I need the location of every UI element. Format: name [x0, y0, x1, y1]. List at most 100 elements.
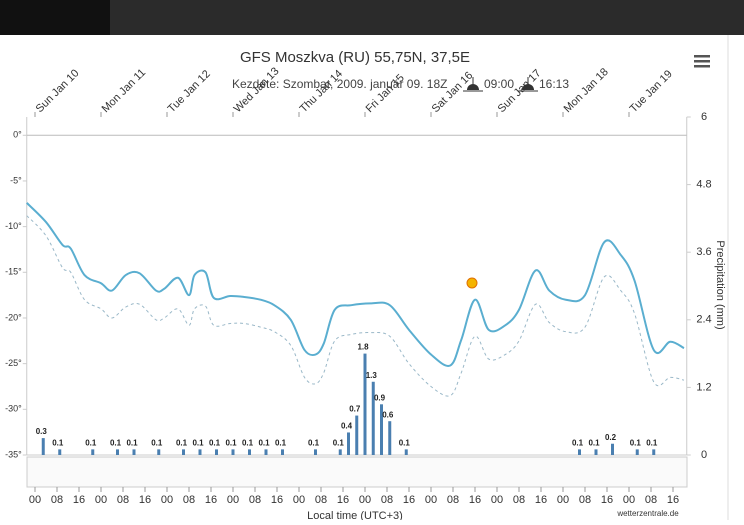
precip-label: 0.1: [209, 438, 221, 447]
precip-label: 0.1: [630, 438, 642, 447]
x-tick-label: 16: [73, 494, 85, 506]
precip-bar: [611, 443, 614, 455]
precip-label: 0.1: [572, 438, 584, 447]
precip-bar: [363, 353, 367, 455]
precip-bar: [264, 449, 268, 455]
x2-tick-label: Mon Jan 11: [100, 67, 149, 116]
precip-bar: [41, 438, 45, 455]
x-tick-label: 08: [645, 494, 657, 506]
precip-bar: [231, 449, 235, 455]
x-tick-label: 16: [205, 494, 217, 506]
y2-tick-label: 1.2: [696, 381, 711, 393]
precip-bar: [388, 421, 392, 455]
precip-bar: [58, 449, 62, 455]
precip-bar: [347, 432, 350, 455]
sunset-icon: [518, 77, 538, 92]
precip-label: 1.8: [357, 343, 369, 352]
x2-tick-label: Sun Jan 10: [34, 67, 82, 115]
x-tick-label: 00: [95, 494, 107, 506]
precip-bar: [652, 449, 656, 455]
x-tick-label: 00: [425, 494, 437, 506]
sun-icon: [466, 277, 478, 289]
x-tick-label: 08: [513, 494, 525, 506]
y2-tick-label: 6: [701, 111, 707, 123]
y2-tick-label: 0: [701, 449, 707, 461]
precip-label: 0.1: [110, 438, 122, 447]
precip-bar: [132, 449, 136, 455]
x-tick-label: 16: [667, 494, 679, 506]
y-tick-label: -5°: [10, 175, 22, 185]
precip-label: 1.3: [366, 371, 378, 380]
temperature-line: [26, 202, 685, 367]
precip-label: 0.1: [242, 438, 254, 447]
precip-label: 0.1: [399, 438, 411, 447]
x-tick-label: 00: [227, 494, 239, 506]
precip-bar: [404, 449, 408, 455]
precip-label: 0.1: [151, 438, 163, 447]
y2-tick-label: 3.6: [696, 246, 711, 258]
precip-bar: [116, 449, 119, 455]
precip-label: 0.1: [192, 438, 204, 447]
precip-label: 0.2: [605, 433, 617, 442]
precip-bar: [338, 449, 342, 455]
precip-label: 0.1: [646, 438, 658, 447]
precip-label: 0.1: [85, 438, 97, 447]
x-tick-label: 08: [381, 494, 393, 506]
chart-subtitle: Kezdete: Szombat, 2009. január 09. 18Z: [232, 77, 447, 91]
x-tick-label: 08: [51, 494, 63, 506]
precip-label: 0.7: [349, 405, 361, 414]
y-tick-label: 0°: [13, 130, 22, 140]
x-tick-label: 16: [403, 494, 415, 506]
x-tick-label: 16: [535, 494, 547, 506]
x2-tick-label: Tue Jan 19: [628, 68, 675, 115]
x-tick-label: 00: [623, 494, 635, 506]
chart-title: GFS Moszkva (RU) 55,75N, 37,5E: [240, 49, 470, 66]
precip-bar: [635, 449, 639, 455]
y-tick-label: -15°: [5, 267, 22, 277]
x-tick-label: 16: [139, 494, 151, 506]
precip-label: 0.1: [588, 438, 600, 447]
menu-icon[interactable]: [694, 55, 710, 68]
precip-bar: [355, 415, 359, 455]
precip-label: 0.1: [176, 438, 188, 447]
y-tick-label: -35°: [5, 449, 22, 459]
nav-logo: [0, 0, 110, 35]
x-tick-label: 00: [161, 494, 173, 506]
precip-bar: [314, 449, 317, 455]
x-tick-label: 16: [337, 494, 349, 506]
precip-bar: [594, 449, 598, 455]
precip-bar: [198, 449, 202, 455]
x-tick-label: 08: [315, 494, 327, 506]
precip-label: 0.1: [333, 438, 345, 447]
precip-label: 0.1: [258, 438, 270, 447]
credit: wetterzentrale.de: [616, 509, 679, 518]
x-tick-label: 16: [469, 494, 481, 506]
y2-tick-label: 4.8: [696, 179, 711, 191]
precip-label: 0.1: [308, 438, 320, 447]
x-tick-label: 08: [249, 494, 261, 506]
x-tick-label: 08: [447, 494, 459, 506]
precip-bar: [578, 449, 581, 455]
precip-bar: [91, 449, 95, 455]
x-tick-label: 00: [557, 494, 569, 506]
temperature-line: [26, 215, 685, 397]
precip-label: 0.3: [36, 427, 48, 436]
y-tick-label: -30°: [5, 404, 22, 414]
precip-bar: [157, 449, 161, 455]
x-tick-label: 08: [117, 494, 129, 506]
precip-label: 0.6: [382, 410, 394, 419]
sunrise-icon: [463, 77, 483, 92]
nav-bar: [0, 0, 744, 35]
x-tick-label: 16: [601, 494, 613, 506]
precip-bar: [380, 404, 383, 455]
x-tick-label: 16: [271, 494, 283, 506]
y-tick-label: -20°: [5, 312, 22, 322]
sunrise-time: 09:00: [484, 77, 514, 91]
precip-bar: [371, 381, 375, 455]
precip-bar: [215, 449, 218, 455]
x-axis-title: Local time (UTC+3): [307, 510, 403, 520]
wind-band: [26, 456, 688, 488]
precip-label: 0.1: [52, 438, 64, 447]
precip-bar: [182, 449, 185, 455]
